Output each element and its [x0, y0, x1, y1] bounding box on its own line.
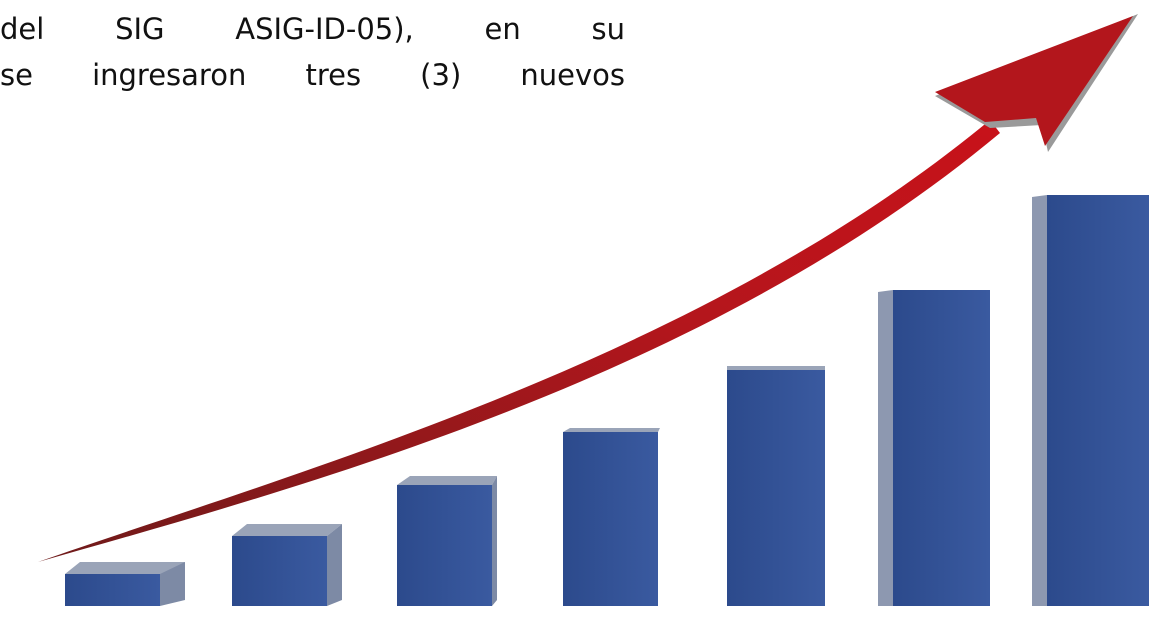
text-line-content: se ingresaron tres (3) nuevos	[0, 58, 625, 92]
arrow	[38, 14, 1138, 562]
text-line: del SIG ASIG-ID-05), en su	[0, 12, 625, 46]
bars	[65, 195, 1149, 606]
text-line-content: del SIG ASIG-ID-05), en su	[0, 12, 625, 46]
text-line: se ingresaron tres (3) nuevos	[0, 58, 625, 92]
